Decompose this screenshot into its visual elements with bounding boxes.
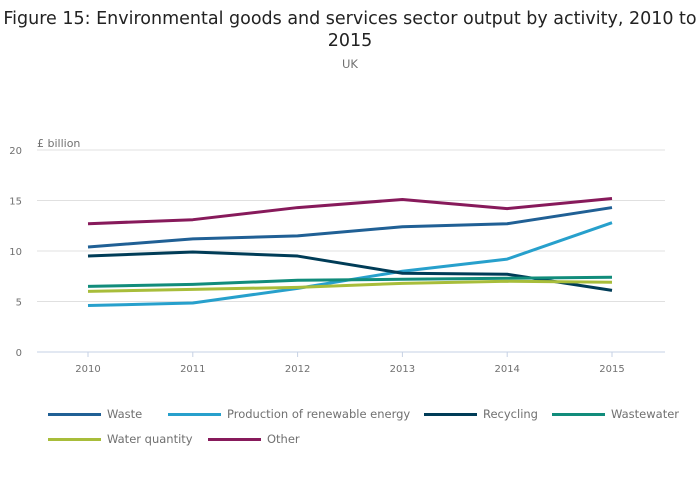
data-point: [506, 222, 509, 225]
legend-label: Wastewater: [611, 407, 680, 421]
x-tick-label: 2012: [285, 364, 310, 375]
legend-item[interactable]: Water quantity: [48, 432, 193, 446]
data-point: [191, 288, 194, 291]
data-point: [506, 258, 509, 261]
legend-swatch: [168, 412, 221, 416]
legend-label: Other: [267, 432, 300, 446]
x-tick-label: 2013: [390, 364, 415, 375]
chart-subtitle: UK: [342, 57, 358, 71]
data-point: [191, 218, 194, 221]
axes: 0 5 10 15 20 2010 2011 2012 2013 2014 2015: [9, 146, 665, 375]
data-point: [87, 255, 90, 258]
data-point: [191, 237, 194, 240]
data-point: [401, 278, 404, 281]
legend-swatch: [552, 412, 605, 416]
legend-item[interactable]: Wastewater: [552, 407, 679, 421]
data-point: [87, 304, 90, 307]
data-point: [296, 286, 299, 289]
data-point: [506, 280, 509, 283]
data-point: [401, 272, 404, 275]
gridlines: [37, 149, 665, 302]
data-point: [191, 283, 194, 286]
y-tick-label: 10: [9, 247, 22, 258]
data-point: [191, 302, 194, 305]
data-point: [611, 276, 614, 279]
x-tick-label: 2015: [599, 364, 624, 375]
chart-title: Figure 15: Environmental goods and servi…: [3, 9, 697, 51]
data-point: [401, 198, 404, 201]
x-tick-label: 2010: [75, 364, 100, 375]
y-tick-label: 0: [16, 348, 22, 359]
data-point: [401, 225, 404, 228]
legend-item[interactable]: Waste: [48, 407, 142, 421]
legend-label: Recycling: [483, 407, 538, 421]
data-point: [87, 222, 90, 225]
series-line-waste: [87, 206, 613, 249]
data-point: [296, 206, 299, 209]
line-chart: 0 5 10 15 20 2010 2011 2012 2013 2014 2015 £ billi…: [9, 137, 665, 375]
data-point: [611, 289, 614, 292]
data-point: [611, 206, 614, 209]
x-tick-label: 2014: [494, 364, 519, 375]
y-axis-unit-label: £ billion: [37, 137, 80, 150]
data-point: [296, 255, 299, 258]
data-point: [401, 282, 404, 285]
legend-label: Water quantity: [107, 432, 193, 446]
legend-label: Production of renewable energy: [227, 407, 411, 421]
y-tick-label: 20: [9, 146, 22, 157]
data-point: [87, 285, 90, 288]
data-point: [611, 197, 614, 200]
series-line-wastewater: [87, 275, 613, 288]
y-tick-label: 15: [9, 197, 22, 208]
data-point: [611, 221, 614, 224]
data-point: [506, 207, 509, 210]
legend-swatch: [208, 437, 261, 441]
legend-swatch: [424, 412, 477, 416]
x-tick-label: 2011: [180, 364, 205, 375]
legend-swatch: [48, 437, 101, 441]
data-point: [506, 277, 509, 280]
legend-item[interactable]: Other: [208, 432, 300, 446]
legend-item[interactable]: Recycling: [424, 407, 538, 421]
data-point: [191, 251, 194, 254]
series-line-water-quantity: [87, 279, 613, 293]
data-point: [296, 279, 299, 282]
data-point: [296, 234, 299, 237]
series-line-other: [87, 196, 613, 226]
legend-item[interactable]: Production of renewable energy: [168, 407, 410, 421]
data-point: [87, 245, 90, 248]
legend-swatch: [48, 412, 101, 416]
data-point: [506, 273, 509, 276]
data-point: [611, 281, 614, 284]
series-lines: [87, 196, 614, 308]
data-point: [87, 290, 90, 293]
y-tick-label: 5: [16, 298, 22, 309]
legend-label: Waste: [107, 407, 143, 421]
